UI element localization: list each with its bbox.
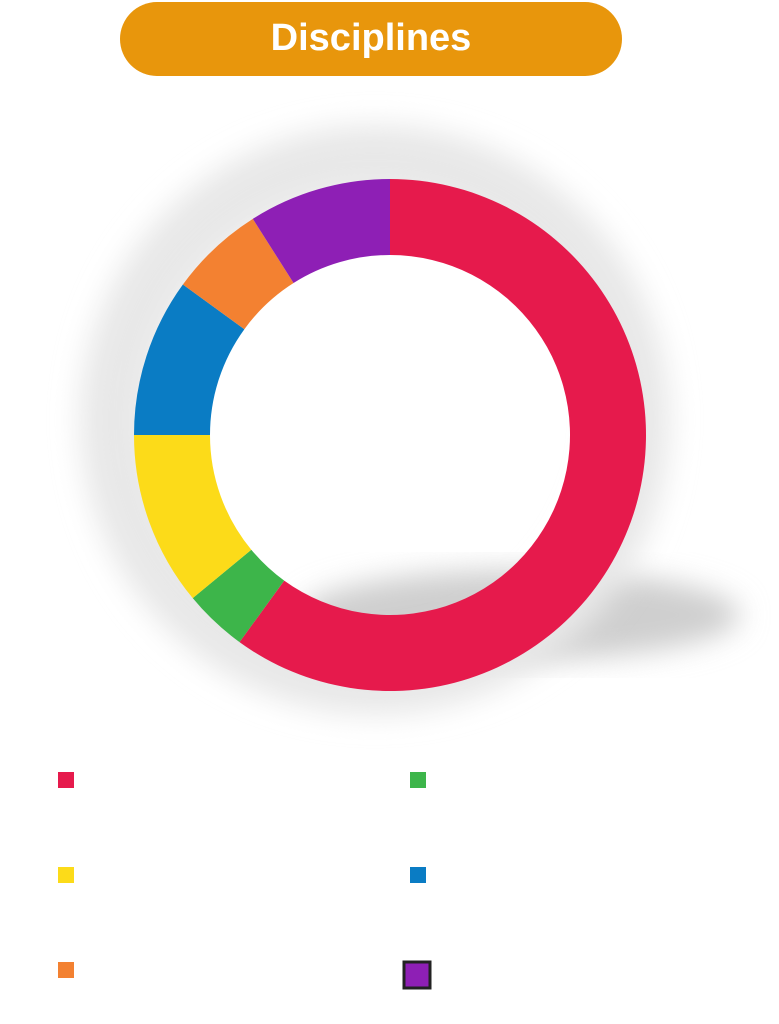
legend-label: Site Reliability / Infrastructure: [450, 960, 762, 987]
legend-label: Software Engineering: [82, 765, 311, 792]
legend-swatch: [402, 960, 432, 990]
slice: [134, 435, 252, 599]
slice: [239, 179, 646, 692]
legend-label: Business Analysis: [82, 860, 274, 887]
legend-label: Data: [82, 955, 133, 982]
legend-swatch: [410, 772, 426, 788]
legend-swatch: [58, 962, 74, 978]
donut: [134, 179, 646, 692]
legend-label: Quality Testing: [434, 860, 591, 887]
legend-swatch: [58, 772, 74, 788]
title-pill: [120, 2, 622, 76]
legend-swatch: [58, 867, 74, 883]
legend-label: Security: [434, 765, 521, 792]
chart-title: Disciplines: [271, 17, 472, 59]
legend-swatch: [410, 867, 426, 883]
slice: [192, 549, 285, 643]
slice: [252, 179, 390, 284]
slice: [134, 284, 245, 435]
slice: [182, 218, 294, 330]
legend: Software Engineering Security Business Ana…: [58, 765, 762, 990]
